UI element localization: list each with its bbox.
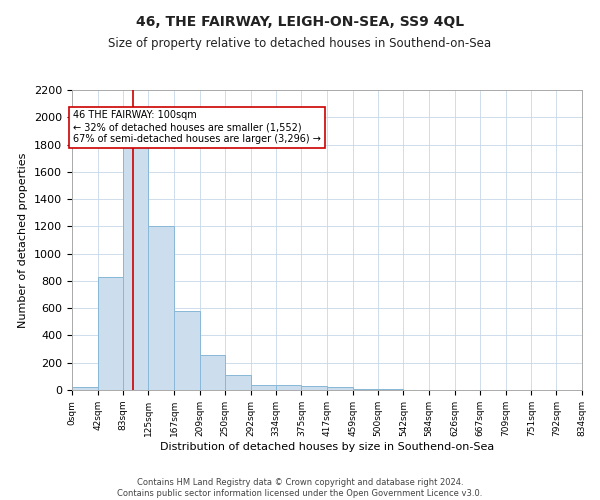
Y-axis label: Number of detached properties: Number of detached properties [19, 152, 28, 328]
Bar [174, 311, 200, 390]
Bar [251, 385, 276, 390]
Bar [301, 386, 327, 390]
Text: 46, THE FAIRWAY, LEIGH-ON-SEA, SS9 4QL: 46, THE FAIRWAY, LEIGH-ON-SEA, SS9 4QL [136, 15, 464, 29]
Text: Size of property relative to detached houses in Southend-on-Sea: Size of property relative to detached ho… [109, 38, 491, 51]
Bar [123, 140, 148, 390]
X-axis label: Distribution of detached houses by size in Southend-on-Sea: Distribution of detached houses by size … [160, 442, 494, 452]
Bar [225, 375, 251, 390]
Bar [148, 226, 174, 390]
Bar [72, 388, 98, 390]
Bar [276, 385, 301, 390]
Bar [98, 277, 123, 390]
Bar [353, 388, 378, 390]
Text: 46 THE FAIRWAY: 100sqm
← 32% of detached houses are smaller (1,552)
67% of semi-: 46 THE FAIRWAY: 100sqm ← 32% of detached… [73, 110, 321, 144]
Bar [200, 354, 225, 390]
Text: Contains HM Land Registry data © Crown copyright and database right 2024.
Contai: Contains HM Land Registry data © Crown c… [118, 478, 482, 498]
Bar [327, 388, 353, 390]
